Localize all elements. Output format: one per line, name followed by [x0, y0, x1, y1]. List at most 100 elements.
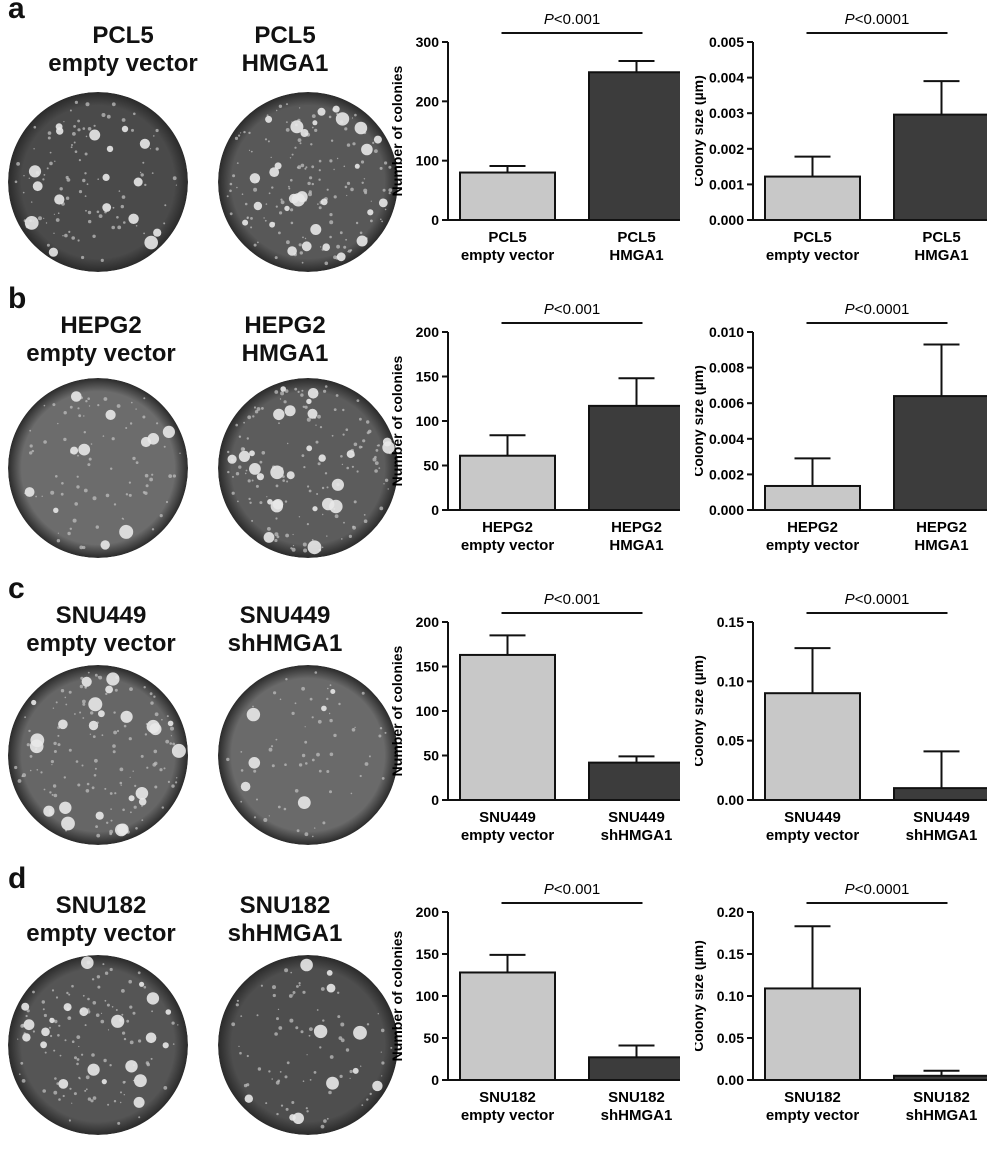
colony-spot: [87, 1097, 92, 1101]
colony-spot: [96, 975, 101, 979]
colony-spot: [28, 729, 31, 733]
colony-spot: [240, 132, 242, 134]
colony-spot: [93, 124, 96, 127]
colony-spot: [273, 691, 277, 695]
colony-spot: [59, 1054, 62, 1057]
colony-spot: [78, 1045, 80, 1048]
colony-spot: [26, 743, 30, 747]
colony-spot: [106, 821, 109, 824]
colony-spot: [28, 177, 30, 179]
colony-spot: [377, 1013, 379, 1015]
x-category-label: shHMGA1: [601, 827, 673, 844]
y-tick-label: 150: [416, 659, 440, 675]
colony-spot: [329, 752, 334, 757]
colony-spot: [344, 127, 348, 131]
colony-spot: [246, 707, 261, 722]
colony-spot: [301, 241, 312, 252]
colony-spot: [313, 1024, 328, 1039]
colony-spot: [51, 793, 54, 796]
colony-spot: [105, 493, 110, 498]
colony-spot: [280, 386, 286, 392]
colony-spot: [265, 203, 268, 205]
colony-spot: [171, 743, 186, 758]
colony-spot: [323, 389, 327, 393]
colony-spot: [311, 716, 314, 719]
colony-spot: [153, 228, 162, 237]
colony-spot: [63, 411, 67, 415]
y-tick-label: 100: [416, 413, 440, 429]
colony-spot: [144, 183, 147, 187]
colony-spot: [366, 420, 370, 424]
colony-spot: [320, 987, 325, 991]
colony-spot: [82, 702, 86, 706]
colony-spot: [120, 784, 122, 786]
colony-spot: [300, 129, 309, 137]
colony-spot: [62, 1094, 65, 1098]
colony-spot: [115, 1009, 118, 1011]
colony-spot: [74, 1056, 77, 1060]
colony-spot: [388, 165, 392, 169]
colony-spot: [175, 781, 178, 784]
colony-spot: [304, 405, 308, 409]
colony-spot: [62, 235, 64, 237]
colony-spot: [177, 1024, 179, 1026]
colony-spot: [85, 135, 88, 138]
colony-spot: [110, 808, 112, 810]
y-tick-label: 0.003: [709, 105, 744, 121]
colony-spot: [71, 144, 73, 146]
colony-spot: [97, 985, 101, 989]
colony-spot: [322, 821, 326, 825]
colony-spot: [270, 745, 274, 748]
dish-label: SNU449 shHMGA1: [190, 602, 380, 658]
colony-spot: [246, 1083, 250, 1087]
colony-size-chart: 0.000 0.002 0.004 0.006 0.008 0.010 Colony siz…: [695, 301, 987, 554]
colony-spot: [161, 718, 163, 721]
colony-spot: [229, 212, 233, 216]
colony-spot: [77, 119, 80, 123]
colony-spot: [76, 1035, 81, 1039]
colony-spot: [304, 237, 307, 240]
dish-label-line1: SNU182: [239, 892, 331, 919]
dish-background: [8, 955, 188, 1135]
colony-spot: [305, 1107, 308, 1110]
colony-spot: [65, 703, 68, 706]
colony-spot: [388, 192, 391, 195]
colony-spot: [165, 1009, 172, 1015]
colony-spot: [267, 140, 270, 143]
colony-spot: [91, 1053, 95, 1057]
bar: [459, 454, 556, 512]
colony-spot: [77, 407, 80, 410]
colony-spot: [137, 971, 141, 975]
colony-spot: [121, 125, 129, 133]
colony-spot: [336, 157, 339, 160]
colony-spot: [87, 1063, 100, 1076]
colony-spot: [113, 503, 117, 506]
colony-spot: [129, 1005, 133, 1009]
colony-spot: [236, 186, 238, 189]
colony-spot: [340, 1038, 345, 1043]
colony-spot: [328, 1090, 332, 1095]
colony-spot: [311, 126, 314, 129]
colony-spot: [125, 427, 128, 429]
y-tick-label: 0.00: [717, 792, 744, 808]
colony-spot: [121, 195, 126, 199]
colony-spot: [135, 787, 149, 800]
colony-spot: [172, 1043, 175, 1045]
colony-spot: [288, 994, 293, 998]
colony-spot: [306, 1110, 309, 1113]
colony-dish-image: [8, 378, 188, 558]
colony-spot: [75, 760, 79, 763]
colony-spot: [133, 805, 137, 809]
colony-spot: [268, 1070, 271, 1073]
colony-spot: [49, 791, 52, 794]
colony-spot: [319, 246, 322, 248]
colony-spot: [317, 414, 321, 419]
colony-spot: [55, 701, 58, 704]
panel-b: b HEPG2 empty vector HEPG2 HMGA1 0 50 100 1…: [0, 282, 987, 580]
colony-spot: [43, 404, 46, 407]
dish-label-line2: HMGA1: [241, 340, 329, 367]
colony-spot: [242, 447, 246, 451]
colony-spot: [82, 127, 86, 130]
colony-spot: [289, 1018, 294, 1023]
colony-spot: [146, 719, 160, 734]
